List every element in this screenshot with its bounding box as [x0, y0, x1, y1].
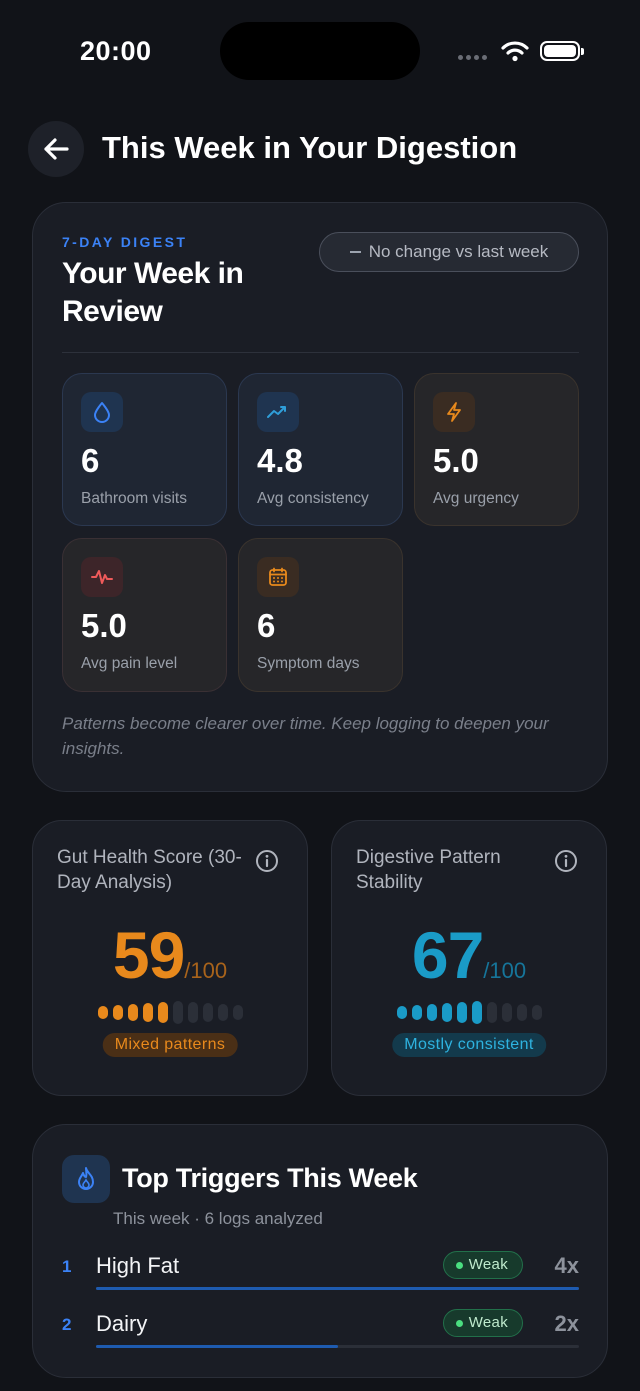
trigger-strength: Weak: [468, 1256, 508, 1273]
meter-segment: [202, 1003, 213, 1022]
stat-avg-pain-level: 5.0 Avg pain level: [62, 538, 227, 692]
stat-value: 6: [257, 607, 276, 644]
stat-bathroom-visits: 6 Bathroom visits: [62, 373, 227, 526]
lightning-icon: [433, 392, 475, 432]
stat-label: Bathroom visits: [81, 490, 187, 507]
trigger-name: Dairy: [96, 1311, 148, 1336]
change-badge: No change vs last week: [319, 232, 579, 272]
trigger-name: High Fat: [96, 1253, 180, 1278]
trigger-strength: Weak: [468, 1314, 508, 1331]
stat-label: Symptom days: [257, 655, 360, 672]
stat-value: 5.0: [433, 442, 479, 479]
stat-label: Avg pain level: [81, 655, 178, 672]
stability-display: 67/100: [332, 917, 606, 993]
meter-segment: [112, 1005, 123, 1020]
weekly-digest-card: 7-DAY DIGEST Your Week in Review No chan…: [32, 202, 608, 792]
battery-icon: [540, 41, 584, 61]
gut-score-meter: [33, 1001, 307, 1024]
page-title: This Week in Your Digestion: [102, 130, 518, 165]
meter-segment: [456, 1002, 467, 1023]
arrow-left-icon: [44, 138, 69, 160]
status-dot-icon: [455, 1261, 463, 1269]
meter-segment: [217, 1004, 228, 1021]
meter-segment: [142, 1003, 153, 1022]
stability-title: Digestive Pattern Stability: [356, 847, 501, 893]
stat-symptom-days: 6 Symptom days: [238, 538, 403, 692]
meter-segment: [396, 1006, 407, 1019]
trigger-strength-badge: Weak: [442, 1251, 523, 1279]
triggers-subtitle: This week · 6 logs analyzed: [113, 1209, 323, 1228]
meter-segment: [157, 1002, 168, 1023]
gut-score-title: Gut Health Score (30-Day Analysis): [57, 847, 242, 893]
stat-avg-consistency: 4.8 Avg consistency: [238, 373, 403, 526]
divider: [62, 352, 579, 353]
trigger-bar-fill: [96, 1287, 579, 1290]
droplet-icon: [81, 392, 123, 432]
trigger-strength-badge: Weak: [442, 1309, 523, 1337]
meter-segment: [172, 1001, 183, 1024]
triggers-title: Top Triggers This Week: [122, 1163, 418, 1193]
info-icon[interactable]: [255, 849, 279, 873]
stability-max: /100: [483, 958, 527, 983]
meter-segment: [232, 1005, 243, 1020]
gut-score-badge: Mixed patterns: [102, 1033, 238, 1057]
change-text: No change vs last week: [368, 242, 549, 261]
top-triggers-card: Top Triggers This Week This week · 6 log…: [32, 1124, 608, 1378]
meter-segment: [486, 1002, 497, 1023]
stat-avg-urgency: 5.0 Avg urgency: [414, 373, 579, 526]
back-button[interactable]: [28, 121, 84, 177]
meter-segment: [501, 1003, 512, 1022]
stability-badge: Mostly consistent: [392, 1033, 546, 1057]
trigger-bar-fill: [96, 1345, 338, 1348]
pulse-icon: [81, 557, 123, 597]
pattern-stability-card: Digestive Pattern Stability 67/100 Mostl…: [331, 820, 607, 1096]
status-bar: 20:00: [0, 0, 640, 100]
trigger-bar-track: [96, 1345, 579, 1348]
dash-icon: [349, 251, 361, 253]
trigger-row[interactable]: 2 Dairy Weak 2x: [62, 1309, 579, 1355]
meter-segment: [127, 1004, 138, 1021]
trigger-row[interactable]: 1 High Fat Weak 4x: [62, 1251, 579, 1297]
info-icon[interactable]: [554, 849, 578, 873]
digest-title: Your Week in Review: [62, 257, 244, 328]
flame-icon: [62, 1155, 110, 1203]
stat-value: 5.0: [81, 607, 127, 644]
meter-segment: [426, 1004, 437, 1021]
trend-icon: [257, 392, 299, 432]
gut-score-value: 59: [112, 918, 185, 992]
digest-eyebrow: 7-DAY DIGEST: [62, 234, 188, 250]
wifi-icon: [501, 41, 529, 62]
gut-score-max: /100: [184, 958, 228, 983]
meter-segment: [516, 1004, 527, 1021]
trigger-count: 4x: [554, 1253, 579, 1278]
status-time: 20:00: [80, 36, 152, 66]
trigger-bar-track: [96, 1287, 579, 1290]
meter-segment: [411, 1005, 422, 1020]
meter-segment: [441, 1003, 452, 1022]
status-dot-icon: [455, 1319, 463, 1327]
meter-segment: [187, 1002, 198, 1023]
digest-note: Patterns become clearer over time. Keep …: [62, 714, 549, 758]
stat-value: 6: [81, 442, 100, 479]
stat-value: 4.8: [257, 442, 303, 479]
gut-health-score-card: Gut Health Score (30-Day Analysis) 59/10…: [32, 820, 308, 1096]
stat-label: Avg urgency: [433, 490, 519, 507]
meter-segment: [471, 1001, 482, 1024]
stat-label: Avg consistency: [257, 490, 369, 507]
dynamic-island: [220, 22, 420, 80]
trigger-count: 2x: [554, 1311, 579, 1336]
signal-icon: [458, 55, 487, 60]
calendar-icon: [257, 557, 299, 597]
gut-score-display: 59/100: [33, 917, 307, 993]
stability-meter: [332, 1001, 606, 1024]
trigger-rank: 2: [62, 1315, 72, 1334]
stability-value: 67: [411, 918, 484, 992]
meter-segment: [97, 1006, 108, 1019]
trigger-rank: 1: [62, 1257, 72, 1276]
meter-segment: [531, 1005, 542, 1020]
